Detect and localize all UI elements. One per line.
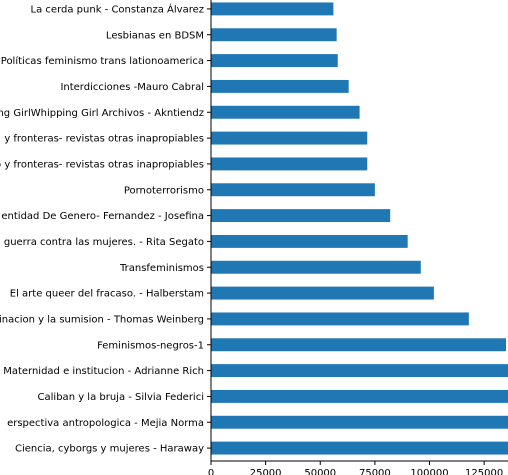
bar [211,441,508,455]
bar [211,364,508,378]
bar [211,131,368,145]
category-label: y fronteras- revistas otras inapropiable… [4,134,204,145]
category-label: inacion y la sumision - Thomas Weinberg [0,314,204,325]
category-label: Caliban y la bruja - Silvia Federici [38,392,204,403]
x-tick-label: 125000 [465,468,503,475]
category-label: erspectiva antropologica - Mejia Norma [7,418,204,429]
category-label: Maternidad e institucion - Adrianne Rich [3,366,204,377]
category-label: Ciencia, cyborgs y mujeres - Haraway [15,444,204,455]
bar [211,338,506,352]
bar [211,28,337,42]
x-tick-label: 50000 [304,468,336,475]
x-tick-label: 25000 [250,468,282,475]
bar [211,260,421,274]
bar [211,312,469,326]
category-label: Interdicciones -Mauro Cabral [60,82,204,93]
category-label: Políticas feminismo trans lationoamerica [1,55,204,67]
bar [211,389,508,403]
category-label: El arte queer del fracaso. - Halberstam [10,289,204,300]
bars-group [211,2,508,455]
bar [211,79,349,93]
category-label: Transfeminismos [119,263,204,274]
category-label: entidad De Genero- Fernandez - Josefina [1,211,204,222]
bar [211,234,408,248]
category-label: Pornoterrorismo [124,185,204,196]
category-label: guerra contra las mujeres. - Rita Segato [4,237,204,248]
x-tick-label: 100000 [410,468,448,475]
x-ticks-group: 0 25000 50000 75000 100000 125000 [208,461,503,475]
category-labels-group: La cerda punk - Constanza Álvarez Lesbian… [0,2,211,455]
category-label: Feminismos-negros-1 [97,340,204,351]
category-label: ng GirlWhipping Girl Archivos - Akntiend… [0,108,204,119]
x-tick-label: 75000 [359,468,391,475]
bar [211,105,360,119]
category-label: La cerda punk - Constanza Álvarez [31,2,204,15]
x-tick-label: 0 [208,468,214,475]
bar [211,415,508,429]
bar [211,2,334,16]
category-label: o y fronteras- revistas otras inapropiab… [0,159,204,170]
bar [211,54,338,68]
bar [211,286,434,300]
category-label: Lesbianas en BDSM [106,30,204,41]
bar [211,209,391,223]
bar [211,157,368,171]
bar [211,183,375,197]
